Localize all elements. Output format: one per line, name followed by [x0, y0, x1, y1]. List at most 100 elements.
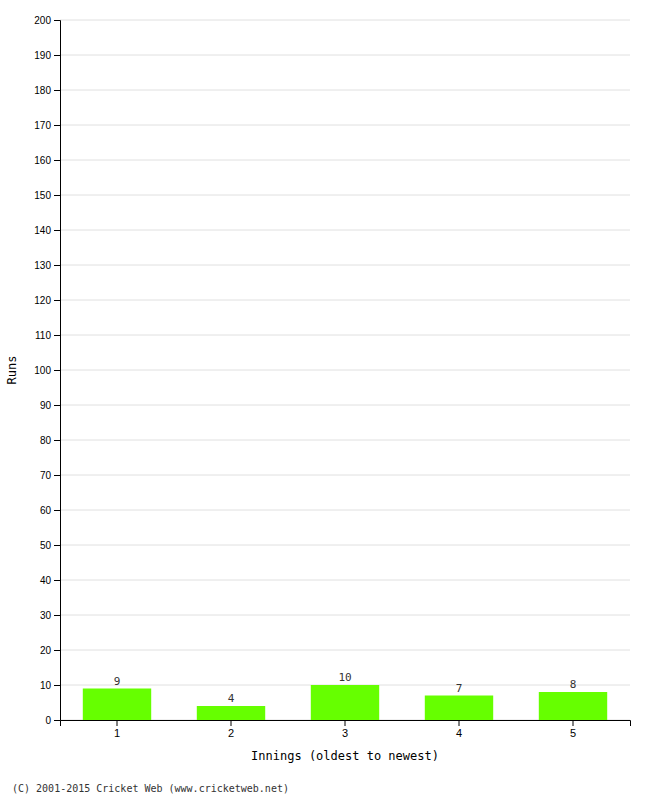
y-axis: 0 10 20 30 40 50 60 70 80 90 100 110 120 130 140 150 160…: [34, 15, 60, 726]
y-tick-label: 80: [40, 435, 52, 446]
grid: [60, 20, 630, 720]
x-tick: 2: [228, 720, 234, 739]
y-tick-label: 70: [40, 470, 52, 481]
y-tick-label: 50: [40, 540, 52, 551]
y-tick: 0: [45, 715, 60, 726]
y-tick: 30: [40, 610, 60, 621]
x-tick: 4: [456, 720, 462, 739]
y-tick-label: 30: [40, 610, 52, 621]
data-label: 4: [228, 692, 235, 705]
y-tick-mark: [54, 335, 60, 336]
grid-line: [60, 20, 630, 21]
chart-svg: 9410781234501020304050607080901001101201…: [0, 0, 650, 800]
y-tick-label: 10: [40, 680, 52, 691]
y-tick: 100: [34, 365, 60, 376]
y-tick: 170: [34, 120, 60, 131]
x-tick-mark: [345, 720, 346, 726]
y-tick: 200: [34, 15, 60, 26]
grid-line: [60, 265, 630, 266]
y-tick-label: 200: [34, 15, 51, 26]
y-tick-mark: [54, 650, 60, 651]
y-tick: 50: [40, 540, 60, 551]
grid-line: [60, 230, 630, 231]
y-tick-label: 100: [34, 365, 51, 376]
bar: [539, 692, 607, 720]
bar: [83, 689, 151, 721]
bar: [311, 685, 379, 720]
y-tick-label: 40: [40, 575, 52, 586]
x-tick-mark: [573, 720, 574, 726]
grid-line: [60, 510, 630, 511]
y-tick: 110: [35, 330, 60, 341]
x-tick: 5: [570, 720, 576, 739]
y-tick-label: 180: [34, 85, 51, 96]
grid-line: [60, 125, 630, 126]
y-tick-mark: [54, 160, 60, 161]
y-tick: 20: [40, 645, 60, 656]
y-tick: 90: [40, 400, 60, 411]
y-tick: 60: [40, 505, 60, 516]
x-tick-label: 3: [342, 727, 348, 739]
plot: 9410781234501020304050607080901001101201…: [34, 15, 630, 739]
y-tick-label: 90: [40, 400, 52, 411]
y-tick-label: 150: [34, 190, 51, 201]
y-tick-mark: [54, 440, 60, 441]
y-tick-label: 140: [34, 225, 51, 236]
y-tick-mark: [54, 580, 60, 581]
y-tick-label: 160: [34, 155, 51, 166]
y-tick: 160: [34, 155, 60, 166]
y-tick: 180: [34, 85, 60, 96]
x-tick-label: 4: [456, 727, 462, 739]
data-label: 8: [570, 678, 577, 691]
x-tick-label: 5: [570, 727, 576, 739]
chart-container: 9410781234501020304050607080901001101201…: [0, 0, 650, 800]
y-axis-line: [54, 21, 61, 721]
x-tick: 1: [114, 720, 120, 739]
y-tick: 10: [40, 680, 60, 691]
y-tick: 140: [34, 225, 60, 236]
y-tick-mark: [54, 300, 60, 301]
x-tick-mark: [231, 720, 232, 726]
y-tick-mark: [54, 370, 60, 371]
x-axis-title: Innings (oldest to newest): [251, 749, 439, 763]
y-tick: 130: [34, 260, 60, 271]
y-tick: 190: [34, 50, 60, 61]
grid-line: [60, 55, 630, 56]
y-tick-mark: [54, 90, 60, 91]
grid-line: [60, 580, 630, 581]
y-tick-mark: [54, 125, 60, 126]
y-tick-mark: [54, 510, 60, 511]
grid-line: [60, 615, 630, 616]
footer: (C) 2001-2015 Cricket Web (www.cricketwe…: [12, 783, 289, 794]
y-tick: 150: [34, 190, 60, 201]
data-label: 10: [338, 671, 351, 684]
grid-line: [60, 650, 630, 651]
y-tick: 70: [40, 470, 60, 481]
grid-line: [60, 195, 630, 196]
grid-line: [60, 545, 630, 546]
bar: [425, 696, 493, 721]
y-tick-mark: [54, 615, 60, 616]
grid-line: [60, 405, 630, 406]
y-tick-label: 170: [34, 120, 51, 131]
bars: [83, 685, 607, 720]
data-label: 7: [456, 682, 463, 695]
y-tick: 40: [40, 575, 60, 586]
x-axis: 1 2 3 4 5: [61, 720, 631, 739]
y-tick-mark: [54, 265, 60, 266]
bar: [197, 706, 265, 720]
data-labels: 9 4 10 7 8: [114, 671, 577, 705]
grid-line: [60, 160, 630, 161]
y-tick: 120: [34, 295, 60, 306]
x-axis-line: [61, 721, 631, 727]
y-tick-mark: [54, 405, 60, 406]
data-label: 9: [114, 675, 121, 688]
y-tick-mark: [54, 230, 60, 231]
y-tick-label: 0: [45, 715, 51, 726]
x-tick-label: 1: [114, 727, 120, 739]
y-tick-mark: [54, 720, 60, 721]
grid-line: [60, 370, 630, 371]
grid-line: [60, 300, 630, 301]
y-tick-mark: [54, 475, 60, 476]
y-tick-mark: [54, 20, 60, 21]
